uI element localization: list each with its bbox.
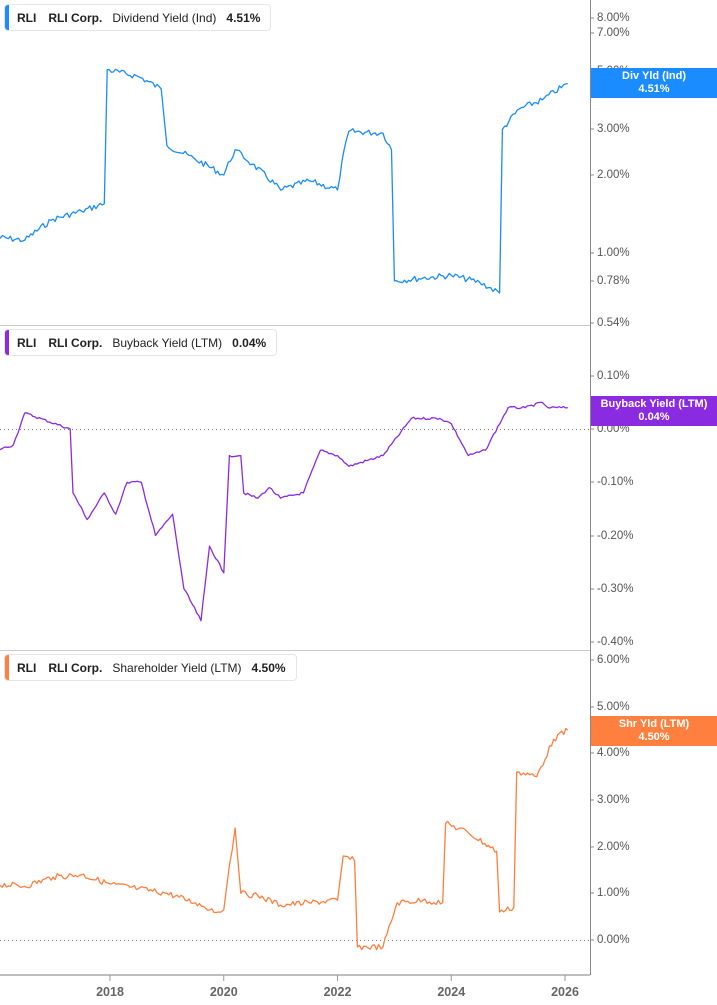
x-tick-label: 2018 [96,985,124,999]
y-tick-label: 0.00% [597,423,630,435]
x-tick-label: 2022 [323,985,352,999]
y-tick-label: -0.10% [597,476,634,488]
legend-company: RLI Corp. [48,10,103,25]
legend-metric: Buyback Yield (LTM) [112,335,223,350]
x-tick-label: 2024 [437,985,466,999]
y-tick-label: -0.40% [597,636,634,648]
buyback-yield-line [0,401,568,622]
y-tick-label: 1.00% [597,247,630,259]
value-flag-shareholder-yield: Shr Yld (LTM) 4.50% [591,716,717,746]
legend-metric: Shareholder Yield (LTM) [112,660,242,675]
y-tick-label: 7.00% [597,27,630,39]
x-tick-label: 2026 [551,985,579,999]
legend-ticker: RLI [17,10,37,25]
y-tick-label: 0.78% [597,275,630,287]
y-tick-label: -0.30% [597,583,634,595]
x-tick-label: 2020 [209,985,238,999]
legend-value: 4.50% [251,660,286,675]
legend-buyback-yield[interactable]: RLI RLI Corp. Buyback Yield (LTM) 0.04% [4,329,278,356]
legend-dividend-yield[interactable]: RLI RLI Corp. Dividend Yield (Ind) 4.51% [4,4,272,31]
legend-ticker: RLI [17,335,37,350]
flag-label: Shr Yld (LTM) [618,718,690,730]
flag-label: Div Yld (Ind) [622,70,686,82]
y-tick-label: 4.00% [597,747,630,759]
y-tick-label: 0.54% [597,317,630,329]
y-tick-label: 6.00% [597,654,630,666]
flag-label: Buyback Yield (LTM) [600,398,708,410]
y-tick-label: -0.20% [597,530,634,542]
series-color-swatch [5,655,9,680]
y-tick-label: 2.00% [597,169,630,181]
flag-value: 4.51% [638,83,670,95]
value-flag-dividend-yield: Div Yld (Ind) 4.51% [591,68,717,98]
legend-value: 4.51% [226,10,261,25]
legend-metric: Dividend Yield (Ind) [112,10,217,25]
dividend-yield-line [0,68,568,294]
legend-shareholder-yield[interactable]: RLI RLI Corp. Shareholder Yield (LTM) 4.… [4,654,297,681]
shareholder-yield-line [0,727,569,951]
legend-value: 0.04% [232,335,267,350]
y-tick-label: 8.00% [597,12,630,24]
legend-ticker: RLI [17,660,37,675]
y-tick-label: 0.00% [597,934,630,946]
series-color-swatch [5,330,9,355]
flag-value: 4.50% [638,731,670,743]
y-tick-label: 5.00% [597,701,630,713]
y-tick-label: 1.00% [597,887,630,899]
legend-company: RLI Corp. [48,335,103,350]
legend-company: RLI Corp. [48,660,103,675]
y-tick-label: 0.10% [597,370,630,382]
value-flag-buyback-yield: Buyback Yield (LTM) 0.04% [591,396,717,426]
series-color-swatch [5,5,9,30]
y-tick-label: 3.00% [597,794,630,806]
flag-value: 0.04% [638,411,670,423]
y-tick-label: 2.00% [597,841,630,853]
y-tick-label: 3.00% [597,123,630,135]
